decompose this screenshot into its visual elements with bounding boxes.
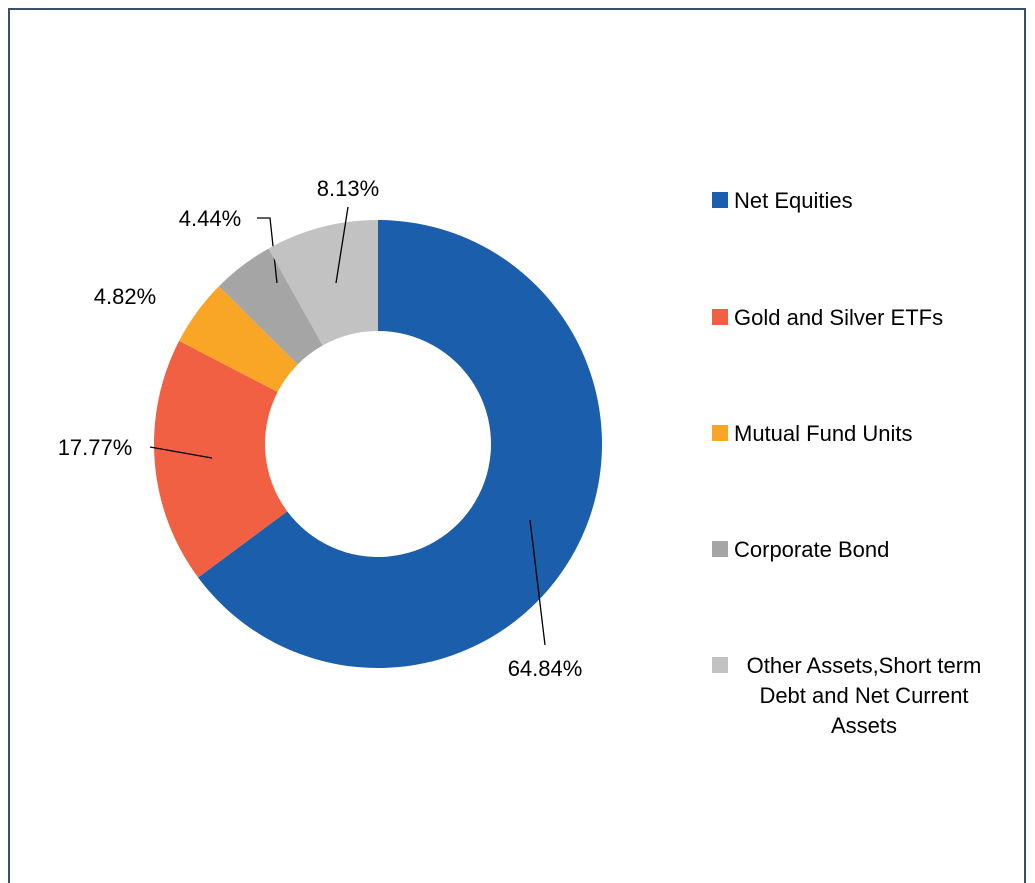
data-label: 17.77% xyxy=(58,435,133,460)
legend-label: Mutual Fund Units xyxy=(734,421,913,446)
leader-line xyxy=(257,217,278,284)
legend-label: Gold and Silver ETFs xyxy=(734,305,944,330)
legend-label: Other Assets,Short term Debt and Net Cur… xyxy=(746,653,982,738)
legend-swatch xyxy=(712,309,728,325)
data-label: 64.84% xyxy=(508,656,583,681)
legend-label: Net Equities xyxy=(734,188,853,213)
legend-item: Corporate Bond xyxy=(712,535,1012,565)
leader-line xyxy=(529,519,546,646)
legend-swatch xyxy=(712,192,728,208)
leader-line xyxy=(335,206,349,284)
legend-item: Gold and Silver ETFs xyxy=(712,303,1012,333)
legend-swatch xyxy=(712,425,728,441)
frame xyxy=(8,8,1026,883)
donut-slice xyxy=(198,220,602,668)
legend-item: Mutual Fund Units xyxy=(712,419,1012,449)
donut-slice xyxy=(218,248,323,365)
data-label: 4.44% xyxy=(179,206,241,231)
legend-item: Net Equities xyxy=(712,186,1012,216)
legend-item: Other Assets,Short term Debt and Net Cur… xyxy=(712,651,1012,741)
leader-line xyxy=(149,446,213,459)
donut-slice xyxy=(154,340,288,578)
legend-label: Corporate Bond xyxy=(734,537,890,562)
donut-slice xyxy=(268,220,378,346)
legend-swatch xyxy=(712,657,728,673)
donut-slice xyxy=(179,286,298,393)
data-label: 8.13% xyxy=(317,176,379,201)
data-label: 4.82% xyxy=(94,284,156,309)
legend-swatch xyxy=(712,541,728,557)
